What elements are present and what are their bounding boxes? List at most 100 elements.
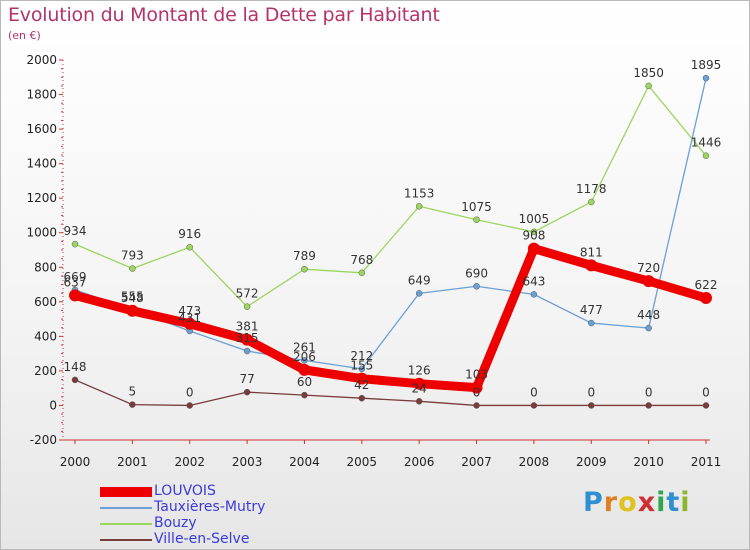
data-label: 148 (64, 360, 87, 374)
data-label: 206 (293, 350, 316, 364)
data-point (702, 74, 710, 82)
data-label: 1153 (404, 186, 435, 200)
data-label: 477 (580, 303, 603, 317)
data-point (530, 402, 538, 409)
logo-letter: x (637, 487, 657, 518)
legend-swatch (100, 539, 152, 541)
legend-swatch (100, 507, 152, 509)
data-point (301, 391, 308, 399)
data-point (645, 82, 652, 90)
data-point (645, 324, 652, 332)
data-label: 0 (530, 385, 538, 399)
data-point (473, 283, 480, 290)
data-point (183, 317, 196, 330)
data-point (415, 203, 423, 210)
data-point (301, 265, 308, 273)
data-point (588, 319, 595, 327)
data-label: 0 (645, 385, 653, 399)
x-tick-label: 2008 (519, 455, 550, 469)
data-label: 789 (293, 249, 316, 263)
legend-label: Tauxières-Mutry (154, 499, 266, 515)
data-point (126, 304, 139, 317)
legend-swatch (100, 487, 152, 497)
data-label: 42 (354, 378, 369, 392)
x-tick-label: 2003 (232, 455, 263, 469)
data-label: 473 (178, 304, 201, 318)
data-label: 690 (465, 266, 488, 280)
y-tick-label: 600 (34, 295, 57, 309)
proxiti-logo: Proxiti (583, 487, 691, 518)
data-label: 649 (408, 273, 431, 287)
data-point (358, 394, 366, 402)
data-point (241, 333, 254, 346)
legend-swatch (100, 523, 152, 525)
data-label: 212 (350, 349, 373, 363)
y-tick-label: 1400 (26, 157, 57, 171)
data-point (530, 228, 538, 236)
y-tick-label: 1000 (26, 226, 57, 240)
logo-letter: P (583, 487, 604, 518)
data-point (470, 381, 483, 394)
data-label: 5 (129, 385, 137, 399)
legend-label: Bouzy (154, 515, 197, 531)
data-point (642, 275, 655, 288)
data-point (298, 363, 311, 376)
x-tick-label: 2006 (404, 455, 435, 469)
data-point (645, 402, 652, 409)
series-line-louvois (70, 244, 711, 393)
data-label: 155 (350, 359, 373, 373)
x-tick-label: 2002 (174, 455, 205, 469)
data-point (530, 291, 538, 298)
data-label: 669 (64, 270, 87, 284)
y-tick-label: 800 (34, 260, 57, 274)
legend-label: Ville-en-Selve (154, 531, 250, 547)
data-label: 315 (236, 331, 259, 345)
data-label: 126 (408, 364, 431, 378)
data-point (473, 402, 480, 409)
x-tick-label: 2001 (117, 455, 148, 469)
data-point (585, 259, 598, 272)
data-label: 1075 (461, 200, 492, 214)
data-point (588, 198, 595, 206)
data-labels-layer: 637 548 473 381 206 155 126 103 908 811 720 622 669 5… (64, 58, 722, 399)
x-tick-label: 2004 (289, 455, 320, 469)
data-label: 916 (178, 227, 201, 241)
y-tick-label: 1800 (26, 88, 57, 102)
data-point (243, 347, 251, 355)
data-label: 548 (121, 291, 144, 305)
x-tick-label: 2000 (60, 455, 91, 469)
data-point (69, 289, 81, 302)
y-tick-label: -200 (30, 433, 57, 447)
data-point (415, 398, 423, 405)
data-point (243, 303, 251, 310)
x-tick-label: 2010 (633, 455, 664, 469)
series-line-tauxi-res-mutry (74, 77, 707, 370)
data-point (415, 290, 423, 297)
data-label: 24 (412, 381, 427, 395)
data-label: 0 (186, 385, 194, 399)
data-point (71, 376, 79, 384)
y-tick-label: 0 (49, 398, 57, 412)
data-point (413, 377, 426, 390)
data-label: 637 (64, 275, 87, 289)
x-tick-label: 2005 (347, 455, 378, 469)
data-label: 261 (293, 340, 316, 354)
axes: -200020040060080010001200140016001800200… (26, 53, 721, 469)
data-point (702, 402, 710, 409)
y-tick-label: 400 (34, 329, 57, 343)
data-point (527, 242, 540, 255)
data-label: 793 (121, 248, 144, 262)
data-point (702, 152, 710, 159)
data-point (473, 216, 480, 224)
data-point (358, 269, 366, 277)
data-label: 103 (465, 368, 488, 382)
data-point (186, 243, 193, 251)
data-point (355, 372, 368, 385)
logo-letter: i (680, 487, 691, 518)
data-label: 431 (178, 311, 201, 325)
data-label: 572 (236, 287, 259, 301)
y-tick-label: 1600 (26, 122, 57, 136)
data-point (243, 388, 251, 396)
data-label: 768 (350, 253, 373, 267)
